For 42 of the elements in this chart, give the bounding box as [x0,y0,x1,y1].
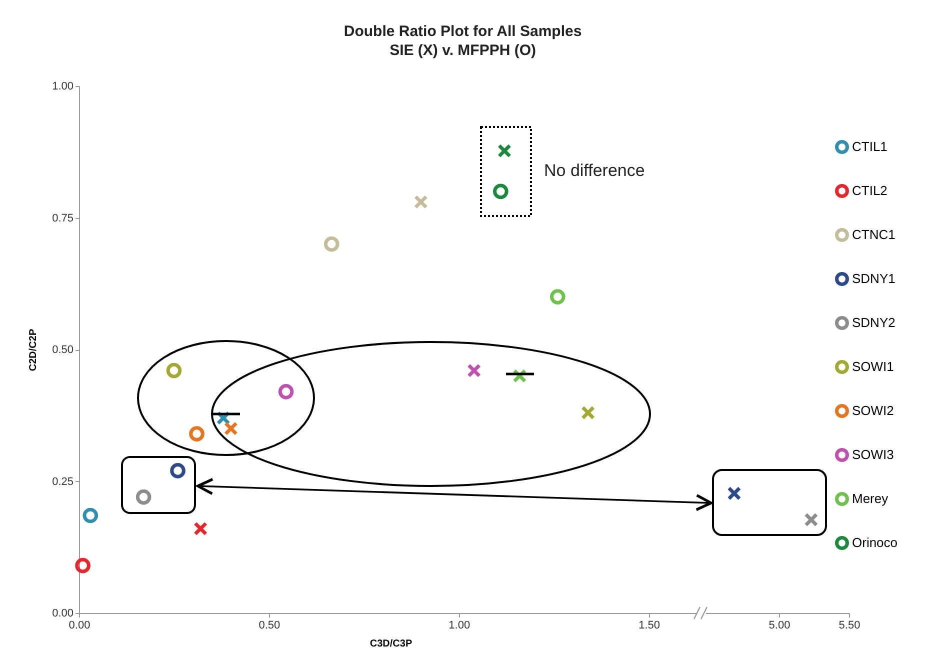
point [581,406,596,420]
point [550,289,566,304]
y-tick-label: 1.00 [52,80,74,92]
x-axis-title: C3D/C3P [370,638,412,650]
x-tick-label: 5.50 [838,620,860,632]
y-tick-label: 0.75 [52,212,74,224]
x-tick-label: 0.50 [258,620,280,632]
y-tick-label: 0.25 [52,476,74,488]
legend-label: CTNC1 [852,227,896,242]
x-tick-label: 0.00 [68,620,90,632]
legend-label: SOWI2 [852,403,894,418]
point [166,362,182,378]
point [414,194,428,209]
point [497,144,512,158]
point [75,558,90,574]
point [82,508,98,524]
point [170,463,186,478]
y-axis-title: C2D/C2P [28,328,40,372]
legend-label: Orinoco [852,535,898,550]
point [467,364,482,378]
x-tick-label: 1.00 [448,620,470,632]
point [324,236,340,252]
x-tick-label: 1.50 [638,620,660,632]
y-tick-label: 0.00 [52,608,74,620]
point [493,184,508,200]
legend-label: SOWI3 [852,447,894,462]
y-tick-label: 0.50 [52,344,74,356]
point [189,426,204,442]
legend-label: SOWI1 [852,359,894,374]
annotation: No difference [544,161,645,180]
chart-title: Double Ratio Plot for All Samples [344,23,582,40]
point [136,489,152,505]
point [194,522,208,536]
chart-subtitle: SIE (X) v. MFPPH (O) [390,42,536,59]
legend-label: SDNY2 [852,315,896,330]
legend-label: CTIL1 [852,139,888,154]
legend-label: SDNY1 [852,271,896,286]
legend-label: Merey [852,491,889,506]
x-tick-label: 5.00 [768,620,790,632]
point [278,384,294,400]
legend-label: CTIL2 [852,183,888,198]
point [224,422,238,436]
